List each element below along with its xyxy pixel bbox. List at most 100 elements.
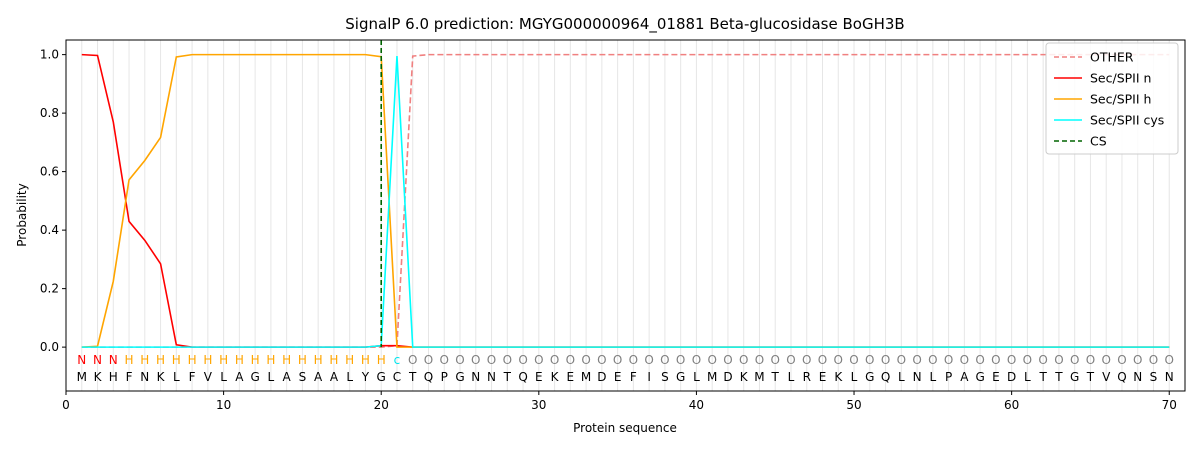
y-tick-label: 0.4 xyxy=(40,223,59,237)
plot-frame xyxy=(65,39,1186,392)
residue-letter: T xyxy=(503,370,512,384)
residue-letter: L xyxy=(346,370,353,384)
residue-letter: S xyxy=(299,370,307,384)
residue-letter: G xyxy=(865,370,874,384)
residue-letter: D xyxy=(597,370,606,384)
residue-letter: I xyxy=(647,370,651,384)
residue-label: H xyxy=(266,353,275,367)
residue-label: O xyxy=(1086,353,1095,367)
residue-letter: C xyxy=(393,370,401,384)
residue-letter: F xyxy=(630,370,637,384)
residue-label: O xyxy=(503,353,512,367)
residue-letter: M xyxy=(707,370,717,384)
residue-letter: G xyxy=(250,370,259,384)
x-tick-label: 60 xyxy=(1004,398,1019,412)
legend-label: Sec/SPII cys xyxy=(1090,113,1164,128)
series-line-sec-spii-cys xyxy=(81,56,1170,348)
residue-label: H xyxy=(251,353,260,367)
residue-letter: E xyxy=(535,370,543,384)
residue-label: N xyxy=(77,353,86,367)
residue-letter: L xyxy=(173,370,180,384)
residue-label: O xyxy=(1023,353,1032,367)
residue-letter: A xyxy=(330,370,339,384)
residue-letter: M xyxy=(581,370,591,384)
residue-letter: E xyxy=(614,370,622,384)
residue-label: O xyxy=(660,353,669,367)
residue-label: O xyxy=(440,353,449,367)
residue-label: O xyxy=(1149,353,1158,367)
residue-label: O xyxy=(1133,353,1142,367)
residue-label: O xyxy=(912,353,921,367)
residue-label: H xyxy=(125,353,134,367)
residue-label: H xyxy=(361,353,370,367)
residue-letter: K xyxy=(834,370,843,384)
residue-label: O xyxy=(991,353,1000,367)
residue-letter: S xyxy=(1150,370,1158,384)
residue-letter: N xyxy=(913,370,922,384)
series-line-sec-spii-h xyxy=(81,53,1170,348)
series-line-sec-spii-n xyxy=(81,53,1170,348)
legend-label: OTHER xyxy=(1090,50,1134,65)
plot-area: NMNKNHHFHNHKHLHFHVHLHAHGHLHAHSHAHAHLHYHG… xyxy=(40,39,1186,412)
residue-letter: Q xyxy=(424,370,433,384)
residue-label: H xyxy=(203,353,212,367)
chart-title: SignalP 6.0 prediction: MGYG000000964_01… xyxy=(345,15,904,34)
residue-label: H xyxy=(172,353,181,367)
residue-letter: D xyxy=(723,370,732,384)
residue-label: O xyxy=(1165,353,1174,367)
residue-label: O xyxy=(1070,353,1079,367)
residue-letter: K xyxy=(551,370,560,384)
residue-label: O xyxy=(676,353,685,367)
x-tick-label: 30 xyxy=(531,398,546,412)
residue-letter: T xyxy=(1038,370,1047,384)
residue-letter: L xyxy=(851,370,858,384)
residue-letter: A xyxy=(235,370,244,384)
residue-letter: H xyxy=(109,370,118,384)
residue-letter: N xyxy=(1165,370,1174,384)
residue-letter: T xyxy=(1054,370,1063,384)
residue-letter: M xyxy=(77,370,87,384)
residue-label: H xyxy=(219,353,228,367)
residue-letter: S xyxy=(661,370,669,384)
residue-letter: A xyxy=(283,370,292,384)
residue-label: O xyxy=(1117,353,1126,367)
legend-label: Sec/SPII n xyxy=(1090,71,1151,86)
residue-label: O xyxy=(1054,353,1063,367)
residue-label: O xyxy=(518,353,527,367)
residue-letter: Y xyxy=(361,370,370,384)
residue-label: H xyxy=(345,353,354,367)
residue-letter: T xyxy=(408,370,417,384)
x-tick-label: 40 xyxy=(689,398,704,412)
x-tick-label: 0 xyxy=(62,398,70,412)
residue-label: O xyxy=(786,353,795,367)
residue-label: O xyxy=(928,353,937,367)
residue-label: H xyxy=(140,353,149,367)
residue-label: O xyxy=(566,353,575,367)
series-line-other xyxy=(81,53,1170,348)
residue-label: O xyxy=(471,353,480,367)
residue-label: O xyxy=(834,353,843,367)
residue-label: O xyxy=(881,353,890,367)
legend-label: Sec/SPII h xyxy=(1090,92,1151,107)
residue-label: H xyxy=(156,353,165,367)
residue-label: O xyxy=(818,353,827,367)
residue-letter: K xyxy=(157,370,166,384)
residue-letter: Q xyxy=(881,370,890,384)
residue-letter: T xyxy=(771,370,780,384)
residue-letter: L xyxy=(220,370,227,384)
residue-letter: E xyxy=(819,370,827,384)
residue-letter: L xyxy=(788,370,795,384)
residue-letter: G xyxy=(377,370,386,384)
residue-label: O xyxy=(597,353,606,367)
residue-letter: F xyxy=(189,370,196,384)
x-tick-label: 20 xyxy=(374,398,389,412)
residue-letter: P xyxy=(441,370,448,384)
residue-letter: F xyxy=(126,370,133,384)
residue-letter: N xyxy=(487,370,496,384)
y-tick-label: 0.0 xyxy=(40,340,59,354)
residue-letter: Q xyxy=(518,370,527,384)
residue-label: O xyxy=(865,353,874,367)
residue-label: O xyxy=(644,353,653,367)
residue-letter: L xyxy=(898,370,905,384)
